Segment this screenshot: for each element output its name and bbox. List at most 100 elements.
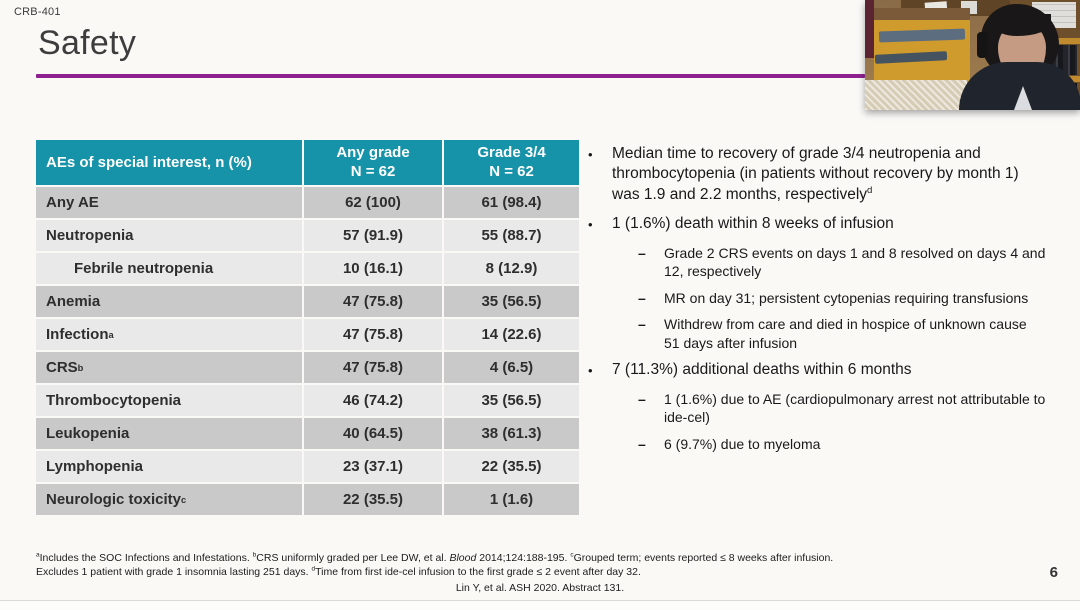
grade34-value: 4 (6.5) bbox=[444, 352, 579, 383]
footnote-line-1: aIncludes the SOC Infections and Infesta… bbox=[36, 551, 1036, 565]
bullet-text: 6 (9.7%) due to myeloma bbox=[664, 435, 821, 452]
dash-marker: – bbox=[638, 435, 646, 452]
footnotes: aIncludes the SOC Infections and Infesta… bbox=[36, 551, 1036, 580]
footnote-text: Excludes 1 patient with grade 1 insomnia… bbox=[36, 566, 312, 579]
any-grade-value: 40 (64.5) bbox=[304, 418, 442, 449]
study-label: CRB-401 bbox=[14, 6, 61, 18]
bullet-text: Grade 2 CRS events on days 1 and 8 resol… bbox=[664, 244, 1046, 280]
bullet-text: Withdrew from care and died in hospice o… bbox=[664, 316, 1027, 351]
bullet-item: • 7 (11.3%) additional deaths within 6 mo… bbox=[588, 360, 1046, 380]
any-grade-value: 47 (75.8) bbox=[304, 319, 442, 350]
bullet-marker: • bbox=[588, 363, 593, 379]
dash-marker: – bbox=[638, 390, 646, 407]
ae-name: Any AE bbox=[46, 194, 99, 211]
grade34-value: 8 (12.9) bbox=[444, 253, 579, 284]
ae-table: AEs of special interest, n (%) Any grade… bbox=[36, 140, 579, 515]
ae-name: Anemia bbox=[46, 293, 101, 310]
headset-icon bbox=[977, 32, 987, 58]
bullet-item: • 1 (1.6%) death within 8 weeks of infusi… bbox=[588, 214, 1046, 234]
sub-bullet-item: – MR on day 31; persistent cytopenias req… bbox=[638, 289, 1046, 307]
bullet-marker: • bbox=[588, 147, 593, 162]
footnote-marker: d bbox=[867, 184, 873, 196]
bullet-text: MR on day 31; persistent cytopenias requ… bbox=[664, 289, 1029, 306]
footnote-marker: d bbox=[311, 565, 316, 573]
ae-row-label: Febrile neutropenia bbox=[36, 253, 302, 284]
footnote-marker: b bbox=[252, 551, 257, 559]
ae-name: CRS bbox=[46, 359, 78, 376]
grade34-value: 61 (98.4) bbox=[444, 187, 579, 218]
footnote-text: 2014;124:188-195. bbox=[476, 552, 571, 564]
sub-bullet-item: – 6 (9.7%) due to myeloma bbox=[638, 435, 1046, 453]
ae-name: Neurologic toxicity bbox=[46, 491, 182, 508]
any-grade-value: 47 (75.8) bbox=[304, 286, 442, 317]
any-grade-value: 22 (35.5) bbox=[304, 484, 442, 515]
bullet-list: • Median time to recovery of grade 3/4 ne… bbox=[588, 144, 1046, 461]
ae-name: Febrile neutropenia bbox=[74, 260, 214, 277]
grade34-value: 38 (61.3) bbox=[444, 418, 579, 449]
footnote-text: CRS uniformly graded per Lee DW, et al. bbox=[256, 552, 450, 564]
table-header-grade34: Grade 3/4 N = 62 bbox=[444, 140, 579, 185]
footnote-text: Includes the SOC Infections and Infestat… bbox=[39, 552, 253, 564]
bottom-bar bbox=[0, 600, 1080, 610]
grade34-value: 35 (56.5) bbox=[444, 286, 579, 317]
bullet-text: 1 (1.6%) death within 8 weeks of infusio… bbox=[612, 215, 894, 233]
footnote-text: Blood bbox=[449, 552, 477, 564]
any-grade-value: 57 (91.9) bbox=[304, 220, 442, 251]
header-line: Any grade bbox=[336, 143, 410, 161]
ae-row-label: Neutropenia bbox=[36, 220, 302, 251]
ae-row-label: Thrombocytopenia bbox=[36, 385, 302, 416]
bullet-text: 1 (1.6%) due to AE (cardiopulmonary arre… bbox=[664, 390, 1046, 426]
ae-name: Neutropenia bbox=[46, 227, 134, 244]
ae-name: Lymphopenia bbox=[46, 458, 143, 475]
citation: Lin Y, et al. ASH 2020. Abstract 131. bbox=[455, 582, 625, 594]
header-line: N = 62 bbox=[489, 162, 534, 180]
grade34-value: 55 (88.7) bbox=[444, 220, 579, 251]
any-grade-value: 46 (74.2) bbox=[304, 385, 442, 416]
bullet-item: • Median time to recovery of grade 3/4 ne… bbox=[588, 144, 1046, 205]
any-grade-value: 62 (100) bbox=[304, 187, 442, 218]
grade34-value: 22 (35.5) bbox=[444, 451, 579, 482]
table-header-ae: AEs of special interest, n (%) bbox=[36, 140, 302, 185]
dash-marker: – bbox=[638, 289, 646, 306]
ae-name: Leukopenia bbox=[46, 425, 130, 442]
sub-bullet-item: – 1 (1.6%) due to AE (cardiopulmonary arr… bbox=[638, 390, 1046, 427]
grade34-value: 14 (22.6) bbox=[444, 319, 579, 350]
background-edge bbox=[865, 0, 874, 58]
grade34-value: 35 (56.5) bbox=[444, 385, 579, 416]
any-grade-value: 23 (37.1) bbox=[304, 451, 442, 482]
footnote-line-2: Excludes 1 patient with grade 1 insomnia… bbox=[36, 565, 1036, 579]
ae-row-label: Anemia bbox=[36, 286, 302, 317]
table-header-any-grade: Any grade N = 62 bbox=[304, 140, 442, 185]
dash-marker: – bbox=[638, 244, 646, 261]
ae-row-label: Lymphopenia bbox=[36, 451, 302, 482]
ae-name: Thrombocytopenia bbox=[46, 392, 182, 409]
page-title: Safety bbox=[38, 24, 137, 62]
presenter-hair-fringe bbox=[995, 14, 1051, 36]
footnote-marker: a bbox=[36, 551, 40, 559]
footnote-text: Grouped term; events reported ≤ 8 weeks … bbox=[573, 552, 834, 564]
ae-row-label: Infection a bbox=[36, 319, 302, 350]
header-line: N = 62 bbox=[350, 162, 396, 180]
ae-row-label: Leukopenia bbox=[36, 418, 302, 449]
ae-row-label: Neurologic toxicity c bbox=[36, 484, 302, 515]
presenter-webcam[interactable] bbox=[865, 0, 1080, 110]
desk-surface bbox=[865, 80, 967, 110]
bullet-text: Median time to recovery of grade 3/4 neu… bbox=[612, 145, 1019, 203]
ae-row-label: CRS b bbox=[36, 352, 302, 383]
ae-row-label: Any AE bbox=[36, 187, 302, 218]
dash-marker: – bbox=[638, 316, 646, 333]
sub-bullet-item: – Withdrew from care and died in hospice … bbox=[638, 315, 1046, 352]
bullet-marker: • bbox=[588, 217, 593, 233]
bullet-text: 7 (11.3%) additional deaths within 6 mon… bbox=[612, 361, 912, 379]
footnote-text: Time from first ide-cel infusion to the … bbox=[315, 566, 641, 579]
any-grade-value: 47 (75.8) bbox=[304, 352, 442, 383]
title-underline bbox=[36, 74, 865, 78]
footnote-marker: c bbox=[570, 551, 574, 559]
page-number: 6 bbox=[1049, 564, 1058, 581]
wood-cabinet bbox=[874, 8, 970, 84]
grade34-value: 1 (1.6) bbox=[444, 484, 579, 515]
sub-bullet-item: – Grade 2 CRS events on days 1 and 8 reso… bbox=[638, 244, 1046, 281]
ae-name: Infection bbox=[46, 326, 109, 343]
any-grade-value: 10 (16.1) bbox=[304, 253, 442, 284]
